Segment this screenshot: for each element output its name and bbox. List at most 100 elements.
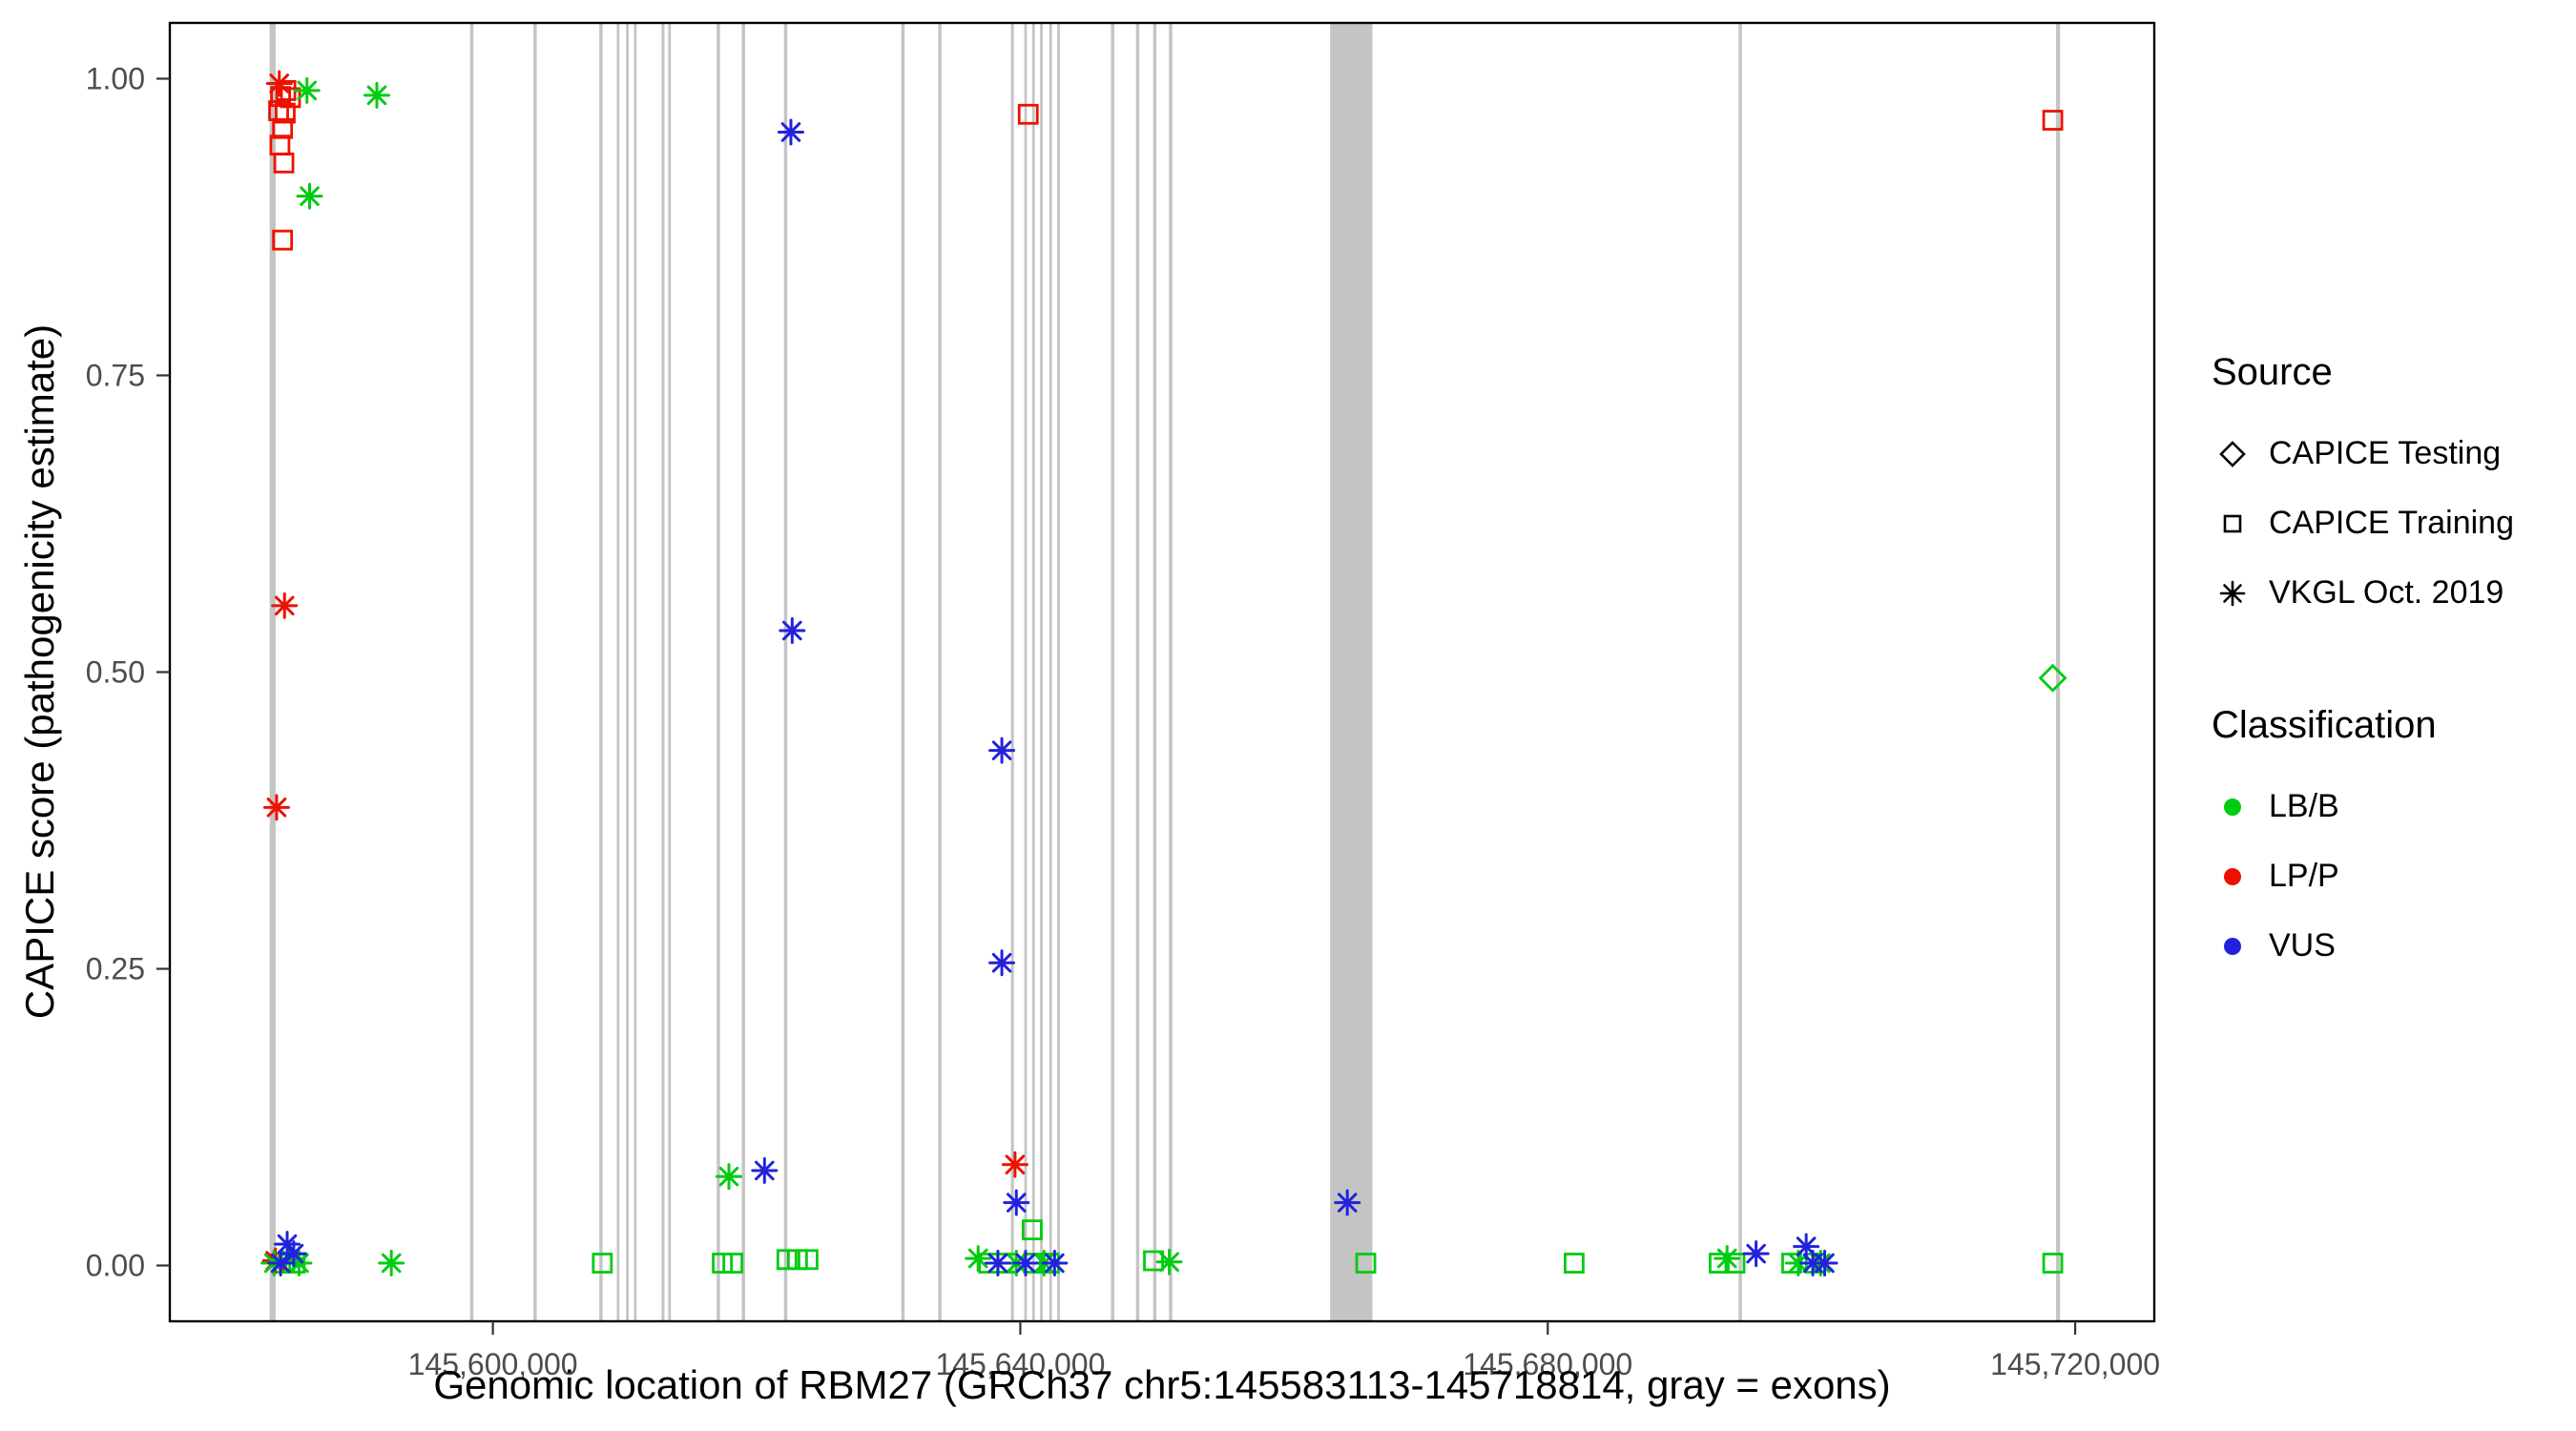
exon-bar [717, 23, 720, 1321]
exon-bar [1024, 23, 1028, 1321]
y-axis-title: CAPICE score (pathogenicity estimate) [17, 323, 62, 1020]
x-tick-label: 145,640,000 [935, 1347, 1105, 1381]
legend-item-vus: VUS [2212, 911, 2574, 981]
data-point-asterisk [1742, 1240, 1770, 1268]
legend-item-lbb: LB/B [2212, 772, 2574, 841]
exon-bar [1031, 23, 1035, 1321]
legend-item-lpp: LP/P [2212, 841, 2574, 911]
exon-bar [1111, 23, 1114, 1321]
data-point-square [786, 1249, 808, 1271]
legend-item-capice-testing: CAPICE Testing [2212, 419, 2574, 488]
data-point-square [275, 102, 296, 124]
data-point-square [272, 117, 294, 139]
exon-bar [469, 23, 474, 1321]
blue-dot-icon [2212, 930, 2254, 963]
exon-bar [1738, 23, 1742, 1321]
exon-bar [626, 23, 629, 1321]
exon-bar [634, 23, 637, 1321]
data-point-asterisk [265, 70, 293, 97]
y-tick-label: 1.00 [86, 61, 145, 95]
data-point-asterisk [988, 949, 1016, 977]
red-dot-icon [2212, 861, 2254, 893]
x-tick-label: 145,720,000 [1990, 1347, 2160, 1381]
data-point-asterisk [1811, 1250, 1839, 1277]
exon-bar [661, 23, 665, 1321]
exon-bar [533, 23, 537, 1321]
x-axis-title: Genomic location of RBM27 (GRCh37 chr5:1… [433, 1362, 1891, 1407]
legend-classification-title: Classification [2212, 704, 2437, 746]
data-point-asterisk [1003, 1189, 1030, 1216]
exon-bar [616, 23, 620, 1321]
exon-bar [1049, 23, 1052, 1321]
exon-bar [1169, 23, 1173, 1321]
data-point-square [1563, 1253, 1585, 1274]
legend-label: CAPICE Testing [2269, 435, 2502, 471]
legend-label: LB/B [2269, 788, 2339, 824]
legend: Source CAPICE Testing CAPICE Training [2212, 351, 2574, 1057]
y-tick-label: 0.25 [86, 952, 145, 986]
data-point-asterisk [779, 616, 806, 644]
green-dot-icon [2212, 791, 2254, 823]
legend-label: LP/P [2269, 858, 2339, 894]
data-point-asterisk [285, 1250, 313, 1277]
asterisk-icon [2212, 577, 2254, 610]
exon-bar [1135, 23, 1140, 1321]
x-tick-label: 145,680,000 [1463, 1347, 1632, 1381]
exon-bar [599, 23, 603, 1321]
data-point-square [722, 1253, 744, 1274]
data-point-square [1017, 103, 1039, 125]
exon-bar [668, 23, 672, 1321]
data-point-square [2042, 110, 2064, 131]
data-point-square [273, 152, 295, 174]
legend-item-capice-training: CAPICE Training [2212, 488, 2574, 558]
data-point-asterisk [1334, 1189, 1361, 1216]
panel-border [168, 21, 2156, 1323]
y-tick-label: 0.50 [86, 655, 145, 690]
data-point-asterisk [715, 1163, 742, 1191]
exon-bar [1330, 23, 1373, 1321]
legend-label: VUS [2269, 927, 2336, 964]
y-tick-label: 0.75 [86, 358, 145, 392]
data-point-asterisk [267, 1250, 295, 1277]
data-point-asterisk [262, 794, 290, 821]
data-point-asterisk [271, 591, 299, 619]
exon-bar [783, 23, 788, 1321]
data-point-asterisk [363, 81, 390, 109]
legend-item-vkgl: VKGL Oct. 2019 [2212, 558, 2574, 628]
exon-bar [1057, 23, 1060, 1321]
data-point-asterisk [1714, 1245, 1741, 1273]
data-point-diamond [2038, 663, 2067, 693]
exon-bar [901, 23, 905, 1321]
legend-source-section: Source CAPICE Testing CAPICE Training [2212, 351, 2574, 628]
data-point-asterisk [378, 1250, 405, 1277]
data-point-asterisk [280, 1240, 307, 1268]
data-point-asterisk [274, 1231, 301, 1258]
data-point-square [272, 229, 294, 251]
diamond-open-icon [2212, 438, 2254, 470]
data-point-asterisk [984, 1250, 1011, 1277]
exon-bar [269, 23, 276, 1321]
square-open-icon [2212, 508, 2254, 540]
data-point-square [592, 1253, 613, 1274]
data-point-asterisk [1041, 1250, 1069, 1277]
data-point-asterisk [293, 76, 321, 104]
data-point-asterisk [1793, 1233, 1820, 1260]
legend-label: CAPICE Training [2269, 505, 2514, 541]
data-point-asterisk [988, 736, 1016, 764]
data-point-square [1021, 1219, 1043, 1241]
legend-source-title: Source [2212, 351, 2333, 393]
data-point-square [798, 1249, 819, 1271]
exon-bar [1010, 23, 1014, 1321]
data-point-asterisk [751, 1157, 779, 1184]
data-point-square [776, 1249, 798, 1271]
exon-bar [1153, 23, 1157, 1321]
legend-label: VKGL Oct. 2019 [2269, 574, 2504, 611]
data-point-asterisk [1784, 1250, 1812, 1277]
data-point-square [1355, 1253, 1377, 1274]
data-point-square [2042, 1253, 2064, 1274]
data-point-asterisk [777, 118, 804, 146]
y-tick-label: 0.00 [86, 1249, 145, 1283]
exon-bar [938, 23, 942, 1321]
x-tick-label: 145,600,000 [408, 1347, 578, 1381]
